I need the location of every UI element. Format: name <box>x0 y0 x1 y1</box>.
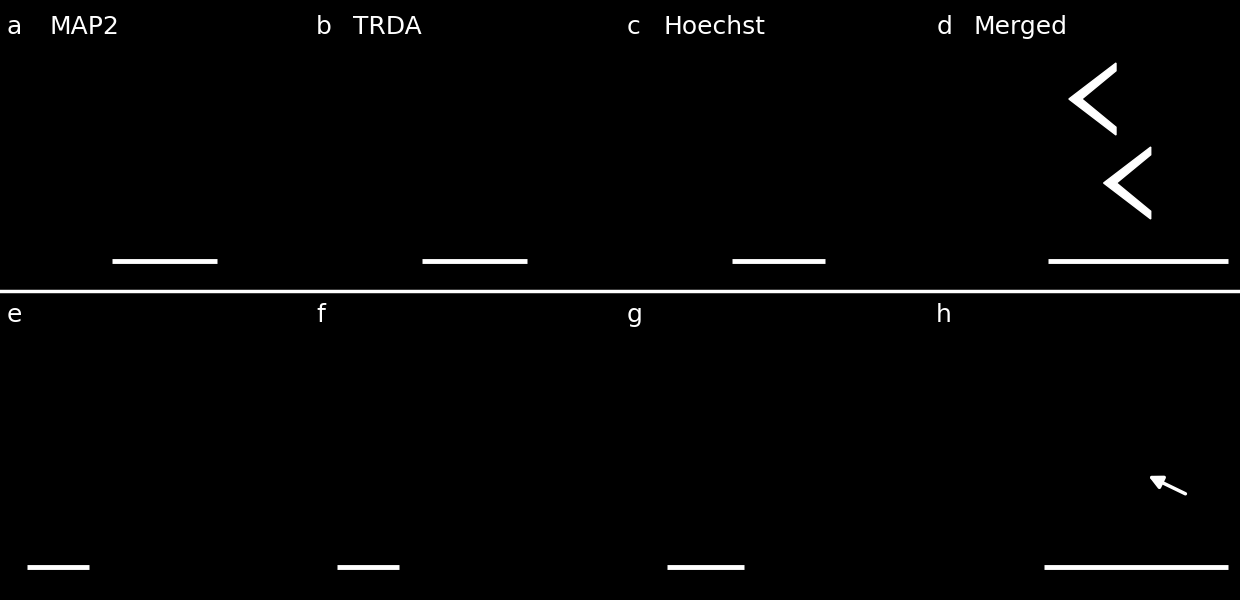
Text: e: e <box>6 303 21 327</box>
Text: MAP2: MAP2 <box>50 15 119 39</box>
Text: TRDA: TRDA <box>353 15 422 39</box>
Text: d: d <box>936 15 952 39</box>
Text: c: c <box>626 15 640 39</box>
Text: a: a <box>6 15 21 39</box>
Polygon shape <box>1069 63 1116 135</box>
Text: h: h <box>936 303 952 327</box>
Text: b: b <box>316 15 332 39</box>
Text: g: g <box>626 303 642 327</box>
Polygon shape <box>1104 147 1151 219</box>
Text: Hoechst: Hoechst <box>663 15 765 39</box>
Text: f: f <box>316 303 325 327</box>
Text: Merged: Merged <box>973 15 1068 39</box>
